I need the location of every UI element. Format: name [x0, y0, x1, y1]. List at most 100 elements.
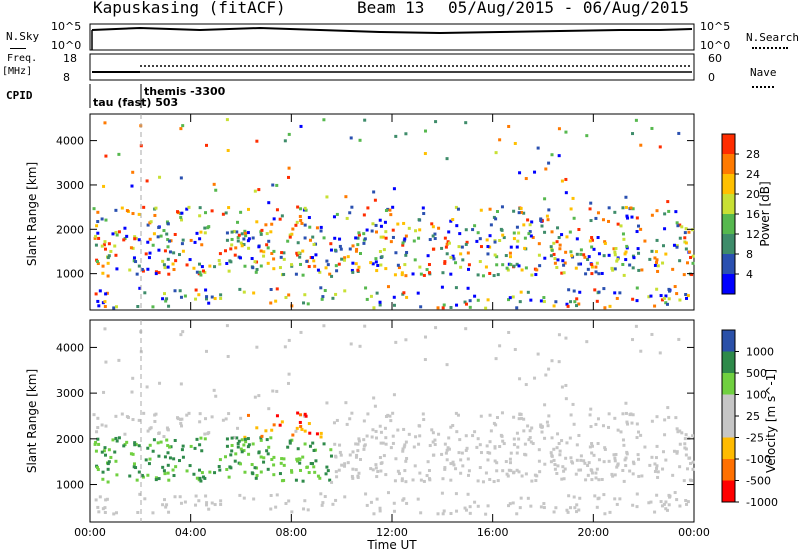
- power-cell: [590, 265, 594, 269]
- velocity-cell: [686, 500, 690, 504]
- power-cell: [375, 269, 379, 273]
- power-cell: [431, 234, 435, 238]
- velocity-cell: [318, 476, 322, 480]
- nsky-panel: [89, 23, 695, 51]
- colorbar-swatch: [722, 351, 735, 373]
- velocity-cell: [501, 439, 505, 443]
- power-cell: [400, 271, 404, 275]
- velocity-cell: [325, 401, 329, 405]
- power-cell: [391, 205, 395, 209]
- power-cell: [488, 207, 492, 211]
- velocity-cell: [515, 512, 519, 516]
- power-cell: [384, 209, 388, 213]
- velocity-cell: [560, 385, 564, 389]
- velocity-cell: [305, 465, 309, 469]
- power-cell: [122, 238, 126, 242]
- velocity-cell: [667, 503, 671, 507]
- power-cell: [96, 299, 100, 303]
- velocity-cell: [307, 422, 311, 426]
- power-cell: [254, 270, 258, 274]
- power-cell: [467, 263, 471, 267]
- power-cell: [92, 207, 96, 211]
- velocity-cell: [515, 468, 519, 472]
- power-cell: [553, 261, 557, 265]
- power-cell: [238, 287, 242, 291]
- power-cell: [608, 304, 612, 308]
- power-cell: [125, 209, 129, 213]
- velocity-cell: [218, 468, 222, 472]
- velocity-cell: [294, 429, 298, 433]
- velocity-cell: [454, 467, 458, 471]
- velocity-cell: [96, 416, 100, 420]
- velocity-cell: [260, 434, 264, 438]
- power-cell: [419, 305, 423, 309]
- velocity-cell: [257, 394, 261, 398]
- power-cell: [582, 253, 586, 257]
- velocity-cell: [455, 430, 459, 434]
- power-cell: [613, 291, 617, 295]
- velocity-cell: [445, 448, 449, 452]
- power-cell: [668, 289, 672, 293]
- power-cell: [148, 251, 152, 255]
- velocity-cell: [569, 413, 573, 417]
- power-cell: [467, 267, 471, 271]
- power-cell: [613, 210, 617, 214]
- power-cell: [463, 300, 467, 304]
- velocity-cell: [311, 441, 315, 445]
- power-cell: [192, 266, 196, 270]
- power-cell: [523, 246, 527, 250]
- power-cell: [677, 131, 681, 135]
- velocity-cell: [330, 480, 334, 484]
- velocity-cell: [678, 442, 682, 446]
- velocity-cell: [122, 444, 126, 448]
- power-cell: [255, 260, 259, 264]
- power-cell: [362, 213, 366, 217]
- velocity-cell: [631, 413, 635, 417]
- velocity-cell: [608, 510, 612, 514]
- velocity-cell: [243, 437, 247, 441]
- velocity-cell: [658, 351, 662, 355]
- power-cell: [379, 263, 383, 267]
- power-cell: [413, 258, 417, 262]
- velocity-cell: [335, 475, 339, 479]
- power-cell: [238, 256, 242, 260]
- power-cell: [253, 189, 257, 193]
- velocity-cell: [607, 412, 611, 416]
- power-cell: [560, 271, 564, 275]
- velocity-cell: [563, 467, 567, 471]
- velocity-cell: [303, 412, 307, 416]
- velocity-cell: [691, 467, 695, 471]
- velocity-cell: [476, 437, 480, 441]
- y-tick-label: 2000: [56, 223, 84, 236]
- velocity-cell: [624, 456, 628, 460]
- power-cell: [303, 223, 307, 227]
- power-cell: [343, 258, 347, 262]
- power-cell: [424, 129, 428, 133]
- power-cell: [105, 291, 109, 295]
- velocity-cell: [166, 428, 170, 432]
- velocity-cell: [362, 447, 366, 451]
- power-cell: [643, 239, 647, 243]
- power-cell: [403, 263, 407, 267]
- power-cell: [183, 294, 187, 298]
- velocity-cell: [640, 474, 644, 478]
- velocity-cell: [307, 471, 311, 475]
- velocity-cell: [283, 345, 287, 349]
- velocity-cell: [242, 443, 246, 447]
- velocity-cell: [225, 324, 229, 328]
- power-cell: [466, 286, 470, 290]
- velocity-cell: [267, 445, 271, 449]
- velocity-cell: [579, 468, 583, 472]
- velocity-cell: [272, 463, 276, 467]
- velocity-cell: [174, 465, 178, 469]
- power-cell: [496, 273, 500, 277]
- power-cell: [154, 270, 158, 274]
- velocity-cell: [356, 449, 360, 453]
- power-cell: [335, 269, 339, 273]
- power-cell: [401, 241, 405, 245]
- power-cell: [691, 254, 695, 258]
- power-cell: [579, 252, 583, 256]
- power-cell: [286, 175, 290, 179]
- velocity-cell: [193, 446, 197, 450]
